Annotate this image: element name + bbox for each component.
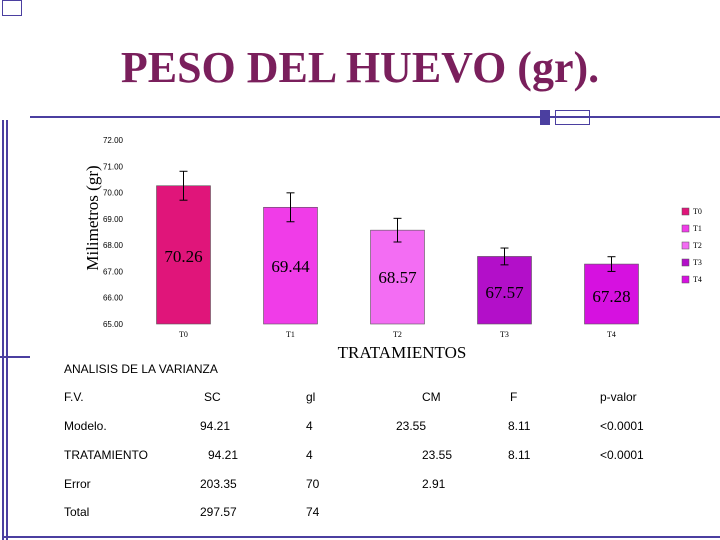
legend-swatch	[681, 224, 690, 233]
anova-cell: TRATAMIENTO	[64, 448, 148, 462]
legend-entry: T0	[693, 207, 702, 216]
y-tick-label: 70.00	[103, 189, 124, 198]
legend-swatch	[681, 275, 690, 284]
legend-entry: T1	[693, 224, 702, 233]
frame-accent-block	[540, 110, 550, 125]
frame-top-line	[30, 116, 720, 118]
legend-swatch	[681, 241, 690, 250]
anova-cell: 94.21	[200, 419, 231, 433]
anova-cell: 94.21	[208, 448, 239, 462]
x-tick-label: T1	[286, 330, 295, 339]
y-tick-label: 67.00	[103, 267, 124, 276]
anova-cell: 4	[306, 419, 313, 433]
x-axis-label: TRATAMIENTOS	[338, 343, 467, 362]
bar	[584, 263, 639, 325]
anova-title: ANALISIS DE LA VARIANZA	[64, 362, 218, 376]
anova-header-cell: p-valor	[600, 390, 637, 404]
data-label: 68.57	[378, 268, 417, 287]
anova-cell: 2.91	[422, 477, 446, 491]
frame-left-bar	[2, 120, 4, 540]
legend-entry: T4	[693, 275, 702, 284]
legend-entry: T2	[693, 241, 702, 250]
anova-cell: <0.0001	[600, 448, 644, 462]
frame-left-bar-2	[6, 120, 8, 540]
y-tick-label: 71.00	[103, 162, 124, 171]
frame-accent-box	[555, 110, 590, 125]
y-tick-label: 69.00	[103, 215, 124, 224]
anova-cell: 4	[306, 448, 313, 462]
slide-title: PESO DEL HUEVO (gr).	[120, 43, 600, 92]
data-label: 67.57	[485, 283, 524, 302]
anova-cell: 8.11	[508, 419, 531, 433]
anova-cell: 70	[306, 477, 320, 491]
x-tick-label: T4	[607, 330, 616, 339]
data-label: 70.26	[164, 247, 202, 266]
anova-cell: 23.55	[422, 448, 453, 462]
frame-corner-box	[2, 0, 22, 16]
anova-header-cell: SC	[204, 390, 221, 404]
anova-cell: 203.35	[200, 477, 237, 491]
data-label: 67.28	[592, 287, 630, 306]
anova-cell: <0.0001	[600, 419, 644, 433]
anova-cell: Total	[64, 505, 90, 519]
data-label: 69.44	[271, 257, 310, 276]
frame-left-tick	[0, 356, 30, 358]
anova-cell: Modelo.	[64, 419, 107, 433]
anova-cell: Error	[64, 477, 91, 491]
legend-swatch	[681, 258, 690, 267]
anova-header-cell: gl	[306, 390, 316, 404]
y-tick-label: 68.00	[103, 241, 124, 250]
anova-header-cell: F	[510, 390, 518, 404]
bar	[156, 185, 211, 325]
y-tick-label: 65.00	[103, 320, 124, 329]
anova-cell: 23.55	[396, 419, 427, 433]
anova-cell: 74	[306, 505, 320, 519]
anova-header-cell: CM	[422, 390, 441, 404]
x-tick-label: T0	[179, 330, 188, 339]
y-axis-label: Milimetros (gr)	[83, 165, 102, 270]
bar	[370, 229, 425, 325]
anova-cell: 297.57	[200, 505, 237, 519]
legend-swatch	[681, 207, 690, 216]
legend-entry: T3	[693, 258, 702, 267]
y-tick-label: 66.00	[103, 294, 124, 303]
y-tick-label: 72.00	[103, 136, 124, 145]
x-tick-label: T2	[393, 330, 402, 339]
x-tick-label: T3	[500, 330, 509, 339]
anova-cell: 8.11	[508, 448, 531, 462]
anova-header-cell: F.V.	[64, 390, 84, 404]
